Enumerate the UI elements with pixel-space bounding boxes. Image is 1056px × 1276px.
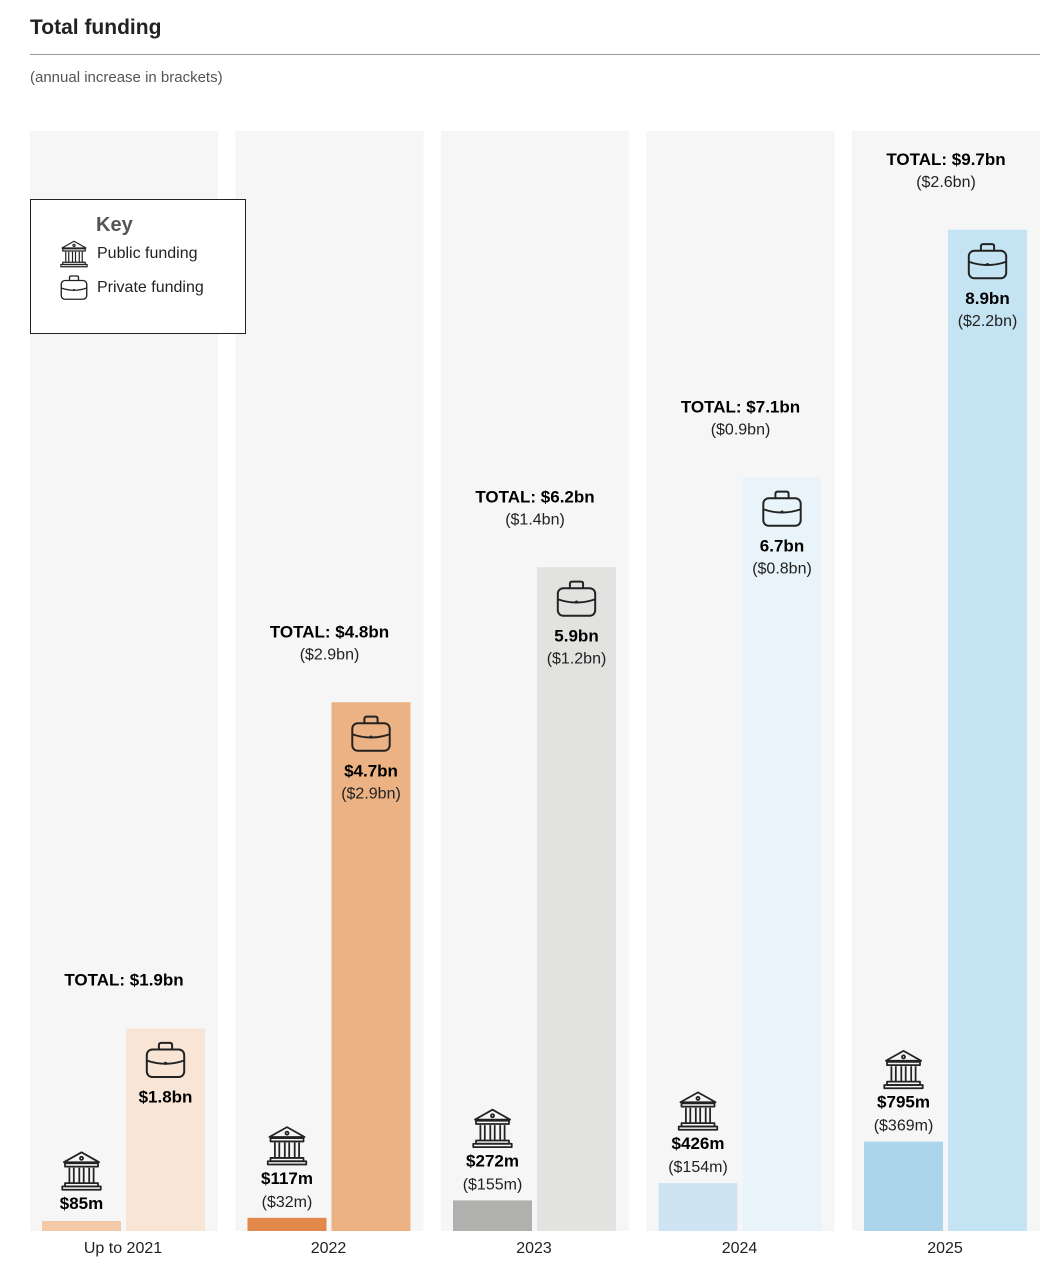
data-label-public-value: $272m — [466, 1151, 519, 1170]
bar-public-funding — [864, 1141, 943, 1231]
bar-private-funding — [948, 229, 1027, 1231]
legend-label-public: Public funding — [97, 245, 198, 262]
data-label-public-increase: ($32m) — [262, 1194, 313, 1211]
briefcase-icon — [59, 273, 89, 303]
data-label-private-increase: ($2.2bn) — [958, 313, 1018, 330]
data-label-total-increase: ($2.6bn) — [916, 174, 976, 191]
title-divider — [30, 54, 1040, 55]
x-tick-label: 2024 — [722, 1240, 758, 1257]
data-label-private-increase: ($2.9bn) — [341, 785, 401, 802]
data-label-total: TOTAL: $7.1bn — [681, 397, 800, 416]
bar-private-funding — [742, 477, 822, 1231]
data-label-total: TOTAL: $6.2bn — [475, 487, 594, 506]
bar-private-funding — [537, 567, 616, 1231]
legend-item-private: Private funding — [59, 272, 204, 304]
bar-private-funding — [331, 702, 411, 1231]
bar-public-funding — [453, 1200, 532, 1231]
data-label-private-value: $4.7bn — [344, 761, 398, 780]
data-label-total-increase: ($1.4bn) — [505, 511, 565, 528]
data-label-total-increase: ($0.9bn) — [711, 421, 771, 438]
data-label-private-increase: ($0.8bn) — [752, 560, 812, 577]
bar-private-funding — [126, 1028, 205, 1231]
data-label-total: TOTAL: $1.9bn — [64, 971, 183, 990]
data-label-total-increase: ($2.9bn) — [300, 646, 360, 663]
data-label-total: TOTAL: $4.8bn — [270, 622, 389, 641]
legend-label-private: Private funding — [97, 279, 204, 296]
data-label-private-value: 8.9bn — [965, 289, 1009, 308]
data-label-public-value: $426m — [672, 1134, 725, 1153]
x-tick-label: 2023 — [516, 1240, 552, 1257]
data-label-public-value: $117m — [261, 1169, 313, 1188]
data-label-private-value: $1.8bn — [139, 1088, 193, 1107]
data-label-public-increase: ($155m) — [463, 1176, 523, 1193]
bank-icon — [59, 239, 89, 269]
bar-public-funding — [247, 1217, 327, 1231]
data-label-public-value: $795m — [877, 1093, 930, 1112]
legend-title: Key — [96, 214, 133, 236]
data-label-total: TOTAL: $9.7bn — [886, 150, 1005, 169]
legend-key: Key Public funding Private funding — [30, 199, 246, 334]
legend-item-public: Public funding — [59, 238, 198, 270]
bar-public-funding — [42, 1221, 121, 1231]
x-tick-label: Up to 2021 — [84, 1240, 162, 1257]
x-tick-label: 2022 — [311, 1240, 347, 1257]
bar-public-funding — [658, 1183, 738, 1231]
data-label-public-increase: ($154m) — [668, 1159, 728, 1176]
data-label-private-increase: ($1.2bn) — [547, 650, 607, 667]
data-label-private-value: 6.7bn — [760, 536, 804, 555]
data-label-public-increase: ($369m) — [874, 1118, 934, 1135]
x-tick-label: 2025 — [927, 1240, 963, 1257]
data-label-private-value: 5.9bn — [554, 626, 598, 645]
data-label-public-value: $85m — [60, 1194, 103, 1213]
chart-subtitle: (annual increase in brackets) — [30, 69, 223, 86]
chart-title: Total funding — [30, 16, 162, 39]
